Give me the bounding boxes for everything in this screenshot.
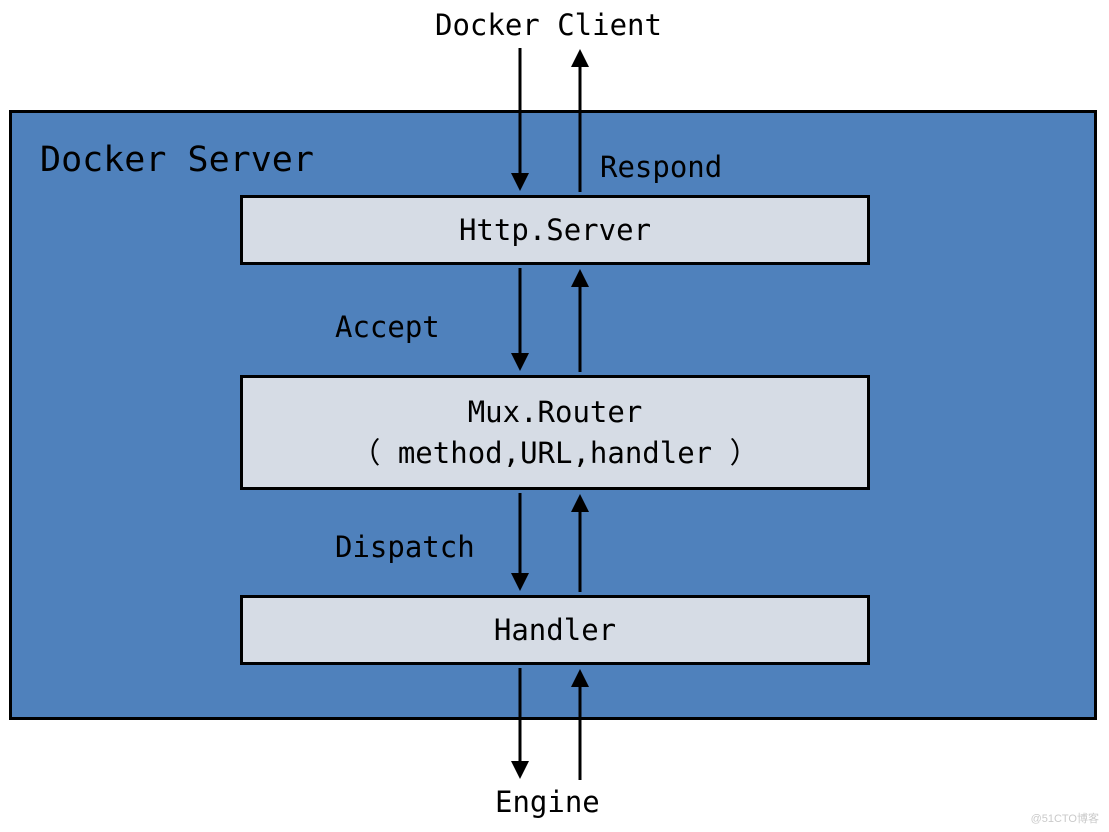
node-mux-router: Mux.Router （ method,URL,handler ） bbox=[240, 375, 870, 490]
node-handler-line1: Handler bbox=[494, 613, 616, 647]
node-http-server-line1: Http.Server bbox=[459, 213, 651, 247]
node-http-server: Http.Server bbox=[240, 195, 870, 265]
title-engine: Engine bbox=[495, 785, 600, 819]
title-docker-client: Docker Client bbox=[435, 8, 662, 42]
watermark: @51CTO博客 bbox=[1031, 810, 1099, 826]
label-dispatch: Dispatch bbox=[335, 530, 475, 564]
label-accept: Accept bbox=[335, 310, 440, 344]
docker-server-label: Docker Server bbox=[40, 140, 314, 180]
node-mux-router-line2: （ method,URL,handler ） bbox=[351, 433, 758, 474]
label-respond: Respond bbox=[600, 150, 722, 184]
node-handler: Handler bbox=[240, 595, 870, 665]
node-mux-router-line1: Mux.Router bbox=[468, 392, 643, 433]
